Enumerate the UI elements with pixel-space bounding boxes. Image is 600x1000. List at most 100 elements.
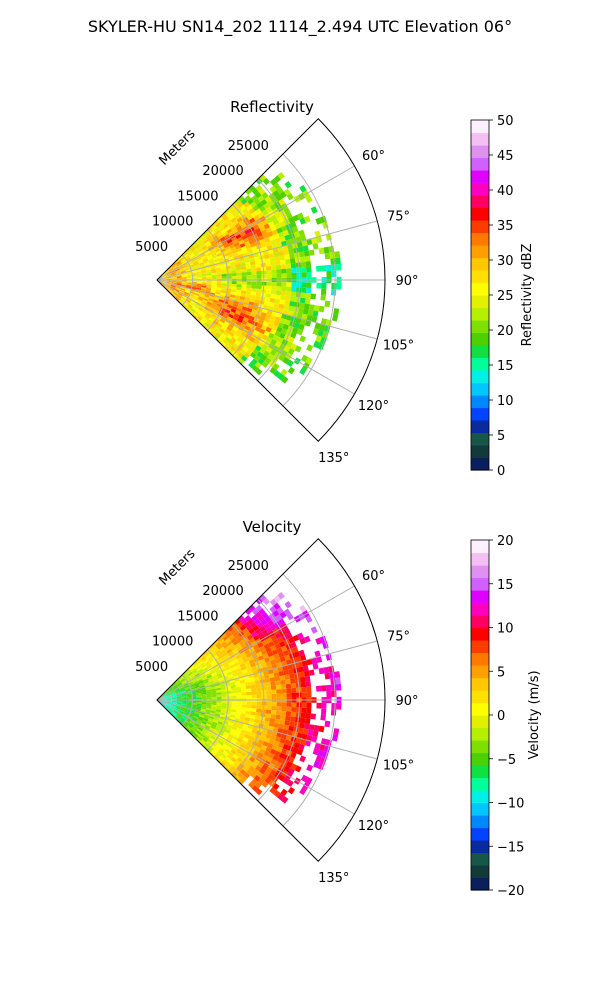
field-cell	[206, 747, 212, 753]
field-cell	[191, 678, 197, 682]
field-cell	[271, 286, 277, 291]
field-cell	[175, 690, 181, 693]
field-cell	[199, 654, 205, 660]
field-cell	[240, 222, 247, 229]
field-cell	[328, 665, 335, 673]
field-cell	[185, 288, 191, 292]
field-cell	[174, 288, 180, 292]
field-cell	[188, 251, 193, 256]
field-cell	[210, 659, 216, 665]
field-cell	[262, 653, 269, 659]
field-cell	[269, 178, 278, 186]
field-cell	[265, 206, 273, 214]
field-cell	[232, 303, 239, 308]
field-cell	[244, 229, 251, 235]
field-cell	[251, 267, 257, 272]
field-cell	[226, 701, 232, 704]
field-cell	[173, 290, 179, 294]
colorbar-band	[471, 802, 489, 816]
field-cell	[285, 314, 292, 321]
field-cell	[230, 637, 237, 643]
field-cell	[248, 604, 256, 612]
field-cell	[201, 275, 207, 278]
field-cell	[331, 314, 339, 322]
field-cell	[245, 710, 252, 715]
field-cell	[213, 297, 219, 302]
field-cell	[276, 286, 282, 291]
field-cell	[250, 260, 256, 266]
azimuth-tick-label: 105°	[383, 759, 414, 774]
field-cell	[281, 796, 289, 804]
field-cell	[238, 315, 245, 321]
field-cell	[231, 669, 238, 675]
field-cell	[178, 256, 184, 261]
field-cell	[226, 648, 233, 654]
field-cell	[251, 691, 257, 696]
field-cell	[200, 243, 207, 249]
field-cell	[168, 708, 174, 713]
velocity-radial-axis-label: Meters	[157, 546, 199, 588]
field-cell	[273, 722, 280, 729]
field-cell	[213, 729, 220, 734]
field-cell	[268, 641, 275, 648]
field-cell	[260, 242, 267, 248]
field-cell	[169, 268, 174, 272]
field-cell	[270, 214, 277, 222]
field-cell	[267, 322, 274, 329]
azimuth-tick-label: 120°	[358, 399, 389, 414]
field-cell	[248, 184, 256, 192]
field-cell	[219, 738, 226, 744]
field-cell	[170, 705, 176, 709]
field-cell	[263, 223, 271, 230]
field-cell	[269, 257, 276, 263]
field-cell	[174, 687, 180, 691]
field-cell	[181, 698, 187, 700]
field-cell	[264, 297, 271, 302]
field-cell	[185, 668, 190, 673]
field-cell	[179, 708, 185, 712]
field-cell	[223, 243, 230, 249]
field-cell	[251, 274, 257, 279]
field-cell	[245, 714, 251, 719]
field-cell	[192, 296, 198, 301]
field-cell	[198, 716, 204, 720]
field-cell	[215, 325, 221, 331]
field-cell	[195, 657, 201, 663]
field-cell	[226, 304, 233, 309]
field-cell	[175, 259, 180, 264]
field-cell	[201, 270, 207, 273]
field-cell	[285, 761, 293, 768]
field-cell	[206, 286, 212, 289]
field-cell	[181, 277, 187, 279]
field-cell	[228, 751, 235, 758]
field-cell	[207, 664, 213, 670]
field-cell	[161, 280, 167, 282]
field-cell	[250, 684, 257, 689]
field-cell	[250, 714, 256, 720]
field-cell	[270, 713, 276, 719]
field-cell	[275, 194, 283, 202]
field-cell	[274, 718, 281, 724]
field-cell	[286, 359, 294, 367]
field-cell	[171, 284, 177, 287]
field-cell	[235, 234, 242, 240]
field-cell	[191, 277, 197, 280]
field-cell	[230, 748, 237, 755]
field-cell	[202, 676, 208, 681]
reflectivity-colorbar-label: Reflectivity dBZ	[520, 244, 535, 347]
colorbar-band	[471, 295, 489, 309]
field-cell	[183, 293, 189, 297]
field-cell	[308, 304, 315, 311]
field-cell	[232, 672, 239, 677]
field-cell	[194, 731, 200, 736]
field-cell	[276, 636, 284, 644]
field-cell	[186, 693, 192, 696]
field-cell	[279, 332, 286, 340]
colorbar-band	[471, 220, 489, 234]
field-cell	[181, 700, 187, 702]
field-cell	[216, 694, 222, 697]
field-cell	[257, 615, 265, 622]
field-cell	[204, 652, 210, 658]
field-cell	[224, 756, 231, 763]
field-cell	[171, 682, 176, 687]
